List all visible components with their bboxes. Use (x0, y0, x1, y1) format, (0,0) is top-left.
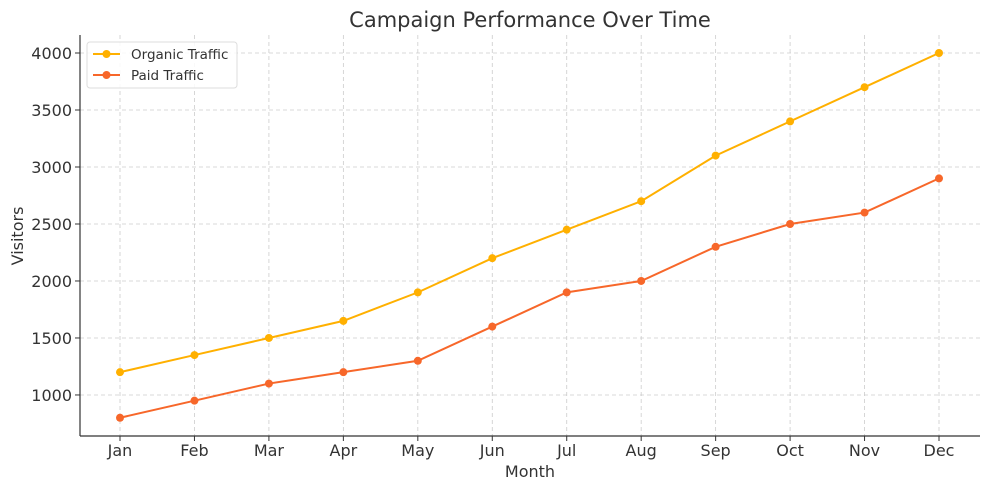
data-point (190, 396, 199, 405)
data-point (413, 288, 422, 297)
data-point (637, 197, 646, 206)
data-point (264, 379, 273, 388)
data-point (488, 254, 497, 263)
data-point (786, 219, 795, 228)
series-line (119, 177, 940, 419)
data-point (488, 322, 497, 331)
data-point (786, 117, 795, 126)
x-axis-label: Month (505, 462, 555, 481)
legend: Organic Traffic Paid Traffic (86, 41, 238, 89)
x-tick-label: Apr (330, 441, 358, 460)
data-point (711, 242, 720, 251)
x-tick-label: Nov (849, 441, 880, 460)
data-point (339, 316, 348, 325)
legend-marker (102, 50, 111, 58)
x-tick-label: Aug (626, 441, 657, 460)
data-point (860, 83, 869, 92)
x-tick-label: Jan (107, 441, 133, 460)
x-tick-label: Jun (479, 441, 505, 460)
data-point (190, 351, 199, 360)
data-point (935, 49, 943, 58)
legend-label: Paid Traffic (131, 68, 204, 84)
y-tick-label: 2500 (31, 215, 72, 234)
y-axis-label: Visitors (8, 207, 27, 266)
legend-label: Organic Traffic (131, 47, 228, 63)
x-tick-label: Sep (701, 441, 731, 460)
chart-title: Campaign Performance Over Time (349, 8, 711, 32)
y-tick-label: 4000 (31, 44, 72, 63)
x-tick-label: May (401, 441, 434, 460)
data-point (339, 368, 348, 377)
legend-marker (102, 71, 111, 79)
y-tick-label: 3000 (31, 158, 72, 177)
y-tick-label: 2000 (31, 272, 72, 291)
data-point (562, 288, 571, 297)
y-tick-label: 3500 (31, 101, 72, 120)
x-tick-label: Dec (924, 441, 955, 460)
x-tick-label: Feb (180, 441, 208, 460)
data-point (562, 225, 571, 234)
data-point (116, 368, 124, 377)
y-tick-label: 1000 (31, 386, 72, 405)
data-point (264, 333, 273, 342)
data-point (860, 208, 869, 217)
data-point (637, 276, 646, 285)
legend-box (86, 41, 238, 89)
data-point (413, 356, 422, 365)
data-point (116, 413, 124, 422)
x-tick-label: Oct (776, 441, 804, 460)
x-tick-label: Mar (254, 441, 285, 460)
series-line (119, 52, 940, 374)
data-point (935, 174, 943, 183)
data-point (711, 151, 720, 160)
x-tick-label: Jul (556, 441, 576, 460)
y-tick-label: 1500 (31, 329, 72, 348)
